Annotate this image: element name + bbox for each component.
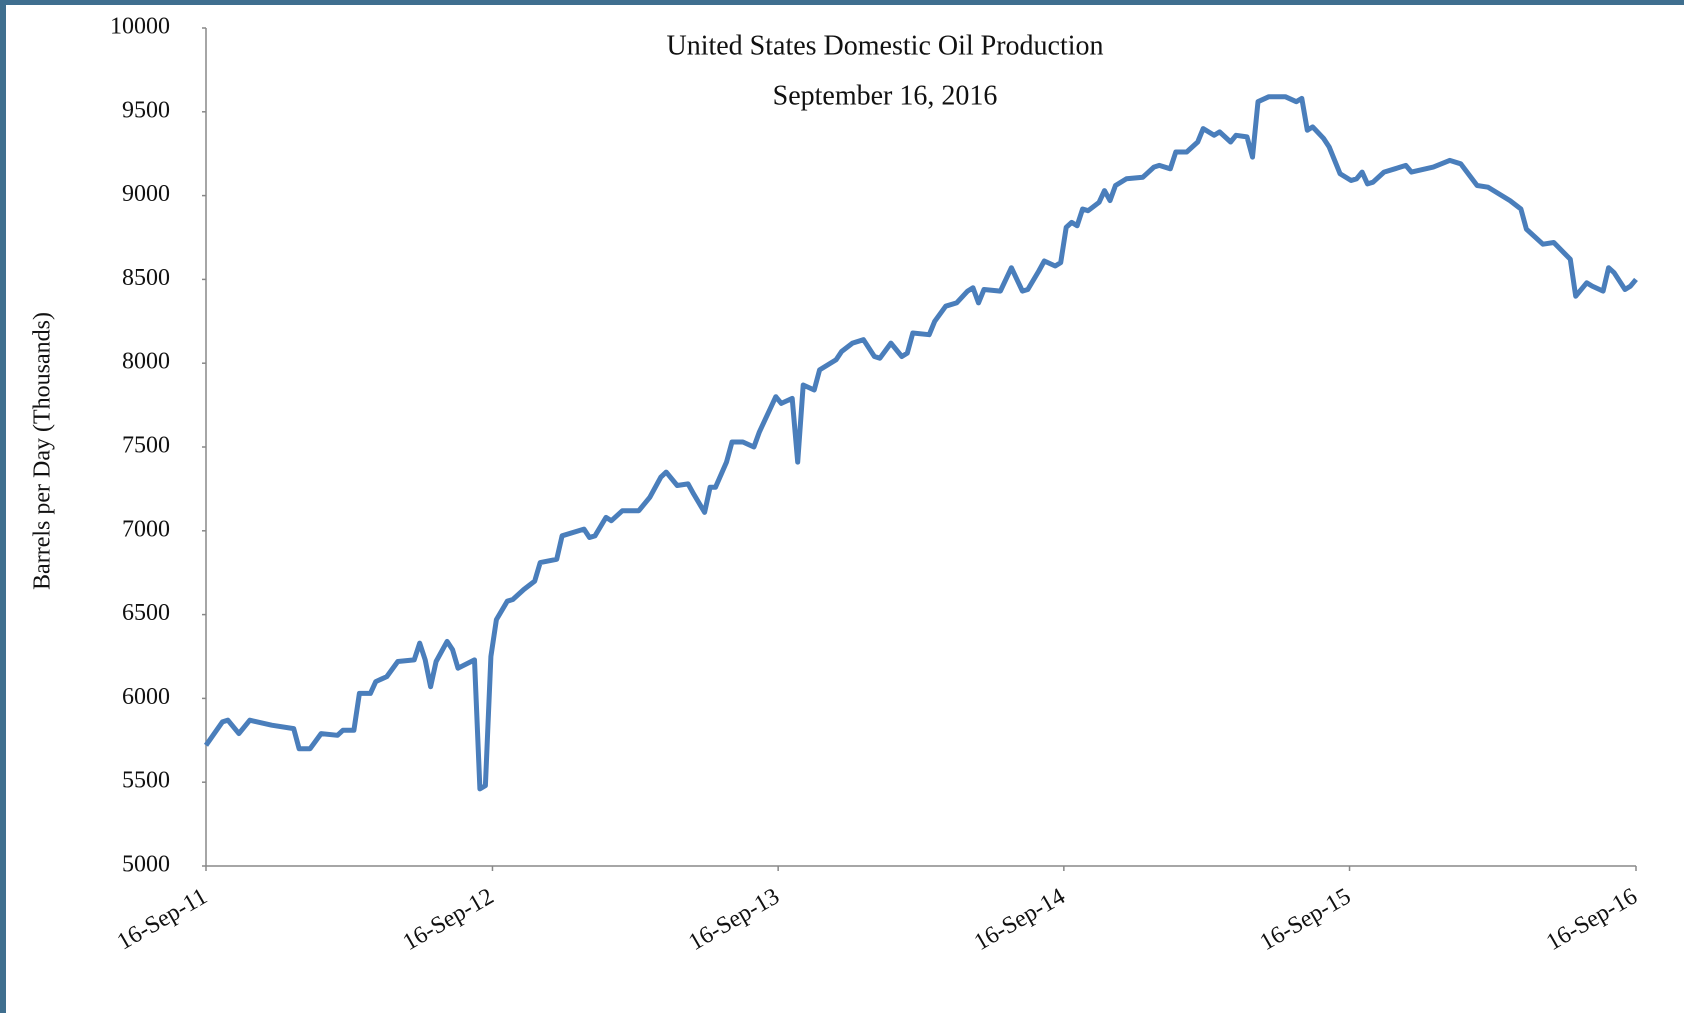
y-axis-label: Barrels per Day (Thousands) — [30, 312, 56, 590]
chart-title: United States Domestic Oil Production — [666, 30, 1103, 61]
y-tick-label: 6500 — [122, 600, 170, 626]
y-tick-label: 8500 — [122, 265, 170, 291]
y-tick-label: 9500 — [122, 97, 170, 123]
left-border — [0, 0, 6, 1013]
data-line — [203, 94, 1638, 792]
chart-subtitle: September 16, 2016 — [773, 80, 998, 111]
y-tick-label: 5000 — [122, 852, 170, 878]
y-tick-label: 7000 — [122, 516, 170, 542]
y-tick-label: 10000 — [110, 14, 170, 40]
top-border — [0, 0, 1684, 5]
y-tick-label: 8000 — [122, 349, 170, 375]
y-tick-label: 9000 — [122, 181, 170, 207]
y-tick-label: 7500 — [122, 433, 170, 459]
y-tick-label: 6000 — [122, 684, 170, 710]
y-tick-label: 5500 — [122, 768, 170, 794]
